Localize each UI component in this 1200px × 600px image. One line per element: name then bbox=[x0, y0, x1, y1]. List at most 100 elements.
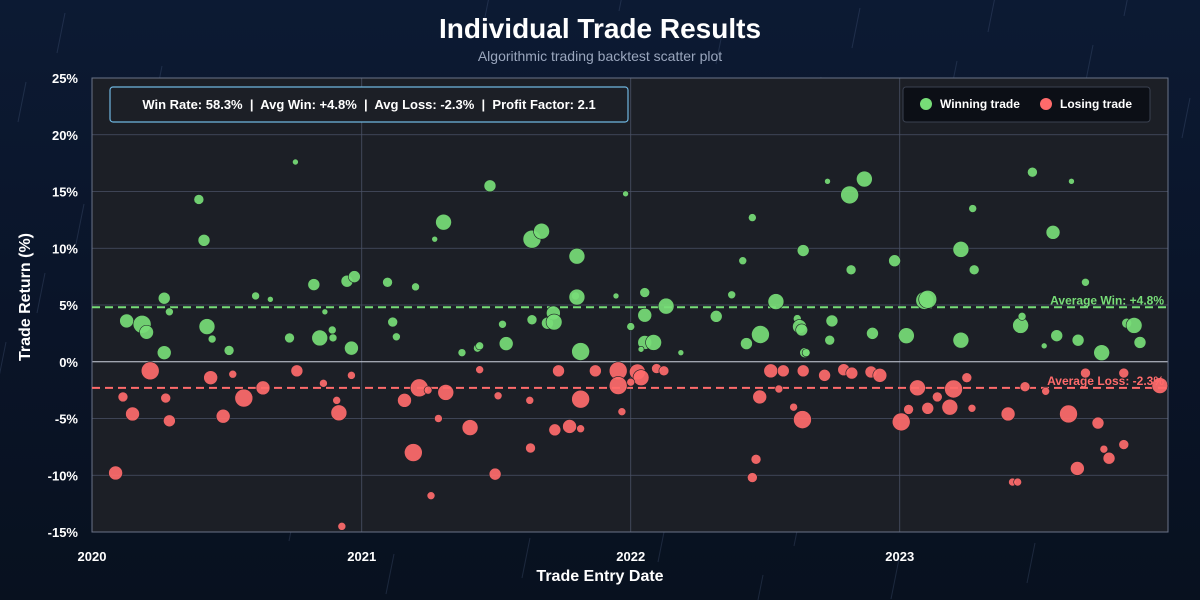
winning-trade-point bbox=[612, 292, 620, 300]
winning-trade-point bbox=[748, 213, 757, 222]
winning-trade-point bbox=[1045, 225, 1061, 240]
stats-text: Win Rate: 58.3% | Avg Win: +4.8% | Avg L… bbox=[142, 97, 595, 112]
losing-trade-point bbox=[461, 419, 479, 436]
winning-trade-point bbox=[411, 282, 420, 292]
losing-trade-point bbox=[163, 414, 176, 428]
winning-trade-point bbox=[751, 325, 770, 344]
losing-trade-point bbox=[747, 472, 758, 483]
losing-trade-point bbox=[763, 363, 779, 379]
background-streak bbox=[890, 558, 900, 600]
winning-trade-point bbox=[727, 290, 737, 300]
losing-trade-point bbox=[330, 404, 348, 422]
background-streak bbox=[36, 272, 46, 314]
winning-trade-point bbox=[545, 313, 563, 331]
losing-trade-point bbox=[903, 404, 914, 415]
winning-trade-point bbox=[1133, 336, 1147, 349]
losing-trade-point bbox=[290, 364, 304, 378]
losing-trade-point bbox=[1041, 386, 1050, 396]
losing-trade-point bbox=[921, 401, 935, 415]
winning-trade-point bbox=[475, 341, 484, 351]
losing-trade-point bbox=[571, 389, 590, 409]
winning-trade-point bbox=[156, 345, 172, 360]
background-streak bbox=[1181, 97, 1191, 139]
background-streak bbox=[56, 12, 66, 54]
winning-trade-point bbox=[968, 264, 980, 276]
grid-lines bbox=[91, 77, 1169, 533]
y-tick-label: -5% bbox=[55, 412, 79, 427]
winning-trade-point bbox=[568, 288, 586, 306]
legend-loss-label: Losing trade bbox=[1060, 97, 1132, 111]
winning-trade-point bbox=[767, 293, 785, 310]
losing-trade-point bbox=[1013, 477, 1022, 487]
winning-trade-point bbox=[344, 340, 359, 356]
y-axis-label: Trade Return (%) bbox=[17, 233, 34, 361]
losing-trade-point bbox=[608, 376, 628, 395]
losing-trade-point bbox=[658, 365, 670, 377]
chart-subtitle: Algorithmic trading backtest scatter plo… bbox=[478, 48, 722, 64]
losing-trade-point bbox=[255, 380, 271, 396]
winning-trade-point bbox=[866, 327, 879, 340]
y-tick-label: 10% bbox=[52, 241, 78, 256]
winning-trade-point bbox=[1093, 344, 1110, 361]
winning-trade-point bbox=[157, 291, 171, 305]
winning-trade-point bbox=[435, 213, 452, 231]
winning-trade-point bbox=[498, 319, 507, 329]
winning-trade-point bbox=[952, 241, 970, 258]
losing-trade-point bbox=[108, 465, 123, 481]
winning-trade-point bbox=[498, 336, 514, 351]
y-tick-label: 20% bbox=[52, 128, 78, 143]
losing-trade-point bbox=[617, 407, 627, 416]
winning-trade-point bbox=[267, 296, 274, 303]
winning-trade-point bbox=[328, 333, 338, 343]
winning-trade-point bbox=[738, 256, 748, 266]
winning-trade-point bbox=[165, 307, 174, 317]
winning-trade-point bbox=[709, 310, 723, 323]
losing-trade-point bbox=[1118, 367, 1130, 379]
background-streak bbox=[75, 203, 85, 245]
losing-trade-point bbox=[789, 402, 798, 412]
losing-trade-point bbox=[228, 369, 238, 379]
y-tick-label: 0% bbox=[59, 355, 78, 370]
winning-trade-point bbox=[968, 204, 977, 213]
winning-trade-point bbox=[457, 348, 467, 357]
background-streak bbox=[0, 341, 7, 375]
winning-trade-point bbox=[1068, 177, 1075, 185]
winning-trade-point bbox=[856, 170, 873, 188]
background-streak bbox=[987, 0, 995, 33]
losing-trade-point bbox=[793, 410, 812, 429]
winning-trade-point bbox=[824, 177, 831, 185]
winning-trade-point bbox=[348, 270, 361, 283]
winning-trade-point bbox=[645, 334, 662, 351]
background-streak bbox=[715, 23, 725, 65]
background-streak bbox=[1123, 0, 1128, 17]
losing-trade-point bbox=[140, 361, 160, 381]
winning-trade-point bbox=[1071, 333, 1085, 347]
losing-trade-point bbox=[1151, 377, 1169, 394]
winning-trade-point bbox=[622, 190, 629, 198]
losing-trade-point bbox=[337, 522, 347, 531]
losing-trade-point bbox=[347, 371, 356, 380]
losing-trade-point bbox=[319, 379, 328, 388]
losing-trade-point bbox=[626, 377, 636, 387]
winning-trade-point bbox=[637, 307, 653, 323]
winning-trade-point bbox=[193, 194, 205, 205]
losing-trade-point bbox=[845, 366, 859, 380]
losing-trade-point bbox=[475, 365, 484, 374]
winning-trade-point bbox=[392, 332, 401, 342]
x-axis-ticks: 2020 2021 2022 2023 bbox=[78, 549, 915, 564]
average-win-label: Average Win: +4.8% bbox=[1050, 293, 1164, 307]
winning-trade-point bbox=[1040, 342, 1048, 350]
winning-trade-point bbox=[571, 342, 590, 361]
losing-trade-point bbox=[125, 406, 140, 422]
winning-trade-point bbox=[1125, 317, 1143, 334]
winning-trade-point bbox=[840, 185, 859, 205]
y-tick-label: 5% bbox=[59, 298, 78, 313]
losing-trade-point bbox=[1000, 406, 1016, 422]
winning-trade-point bbox=[321, 308, 329, 316]
losing-trade-point bbox=[1019, 381, 1031, 393]
losing-trade-point bbox=[117, 391, 129, 403]
background-streak bbox=[851, 7, 861, 49]
winning-trade-point bbox=[119, 313, 134, 329]
winning-trade-point bbox=[740, 337, 753, 350]
